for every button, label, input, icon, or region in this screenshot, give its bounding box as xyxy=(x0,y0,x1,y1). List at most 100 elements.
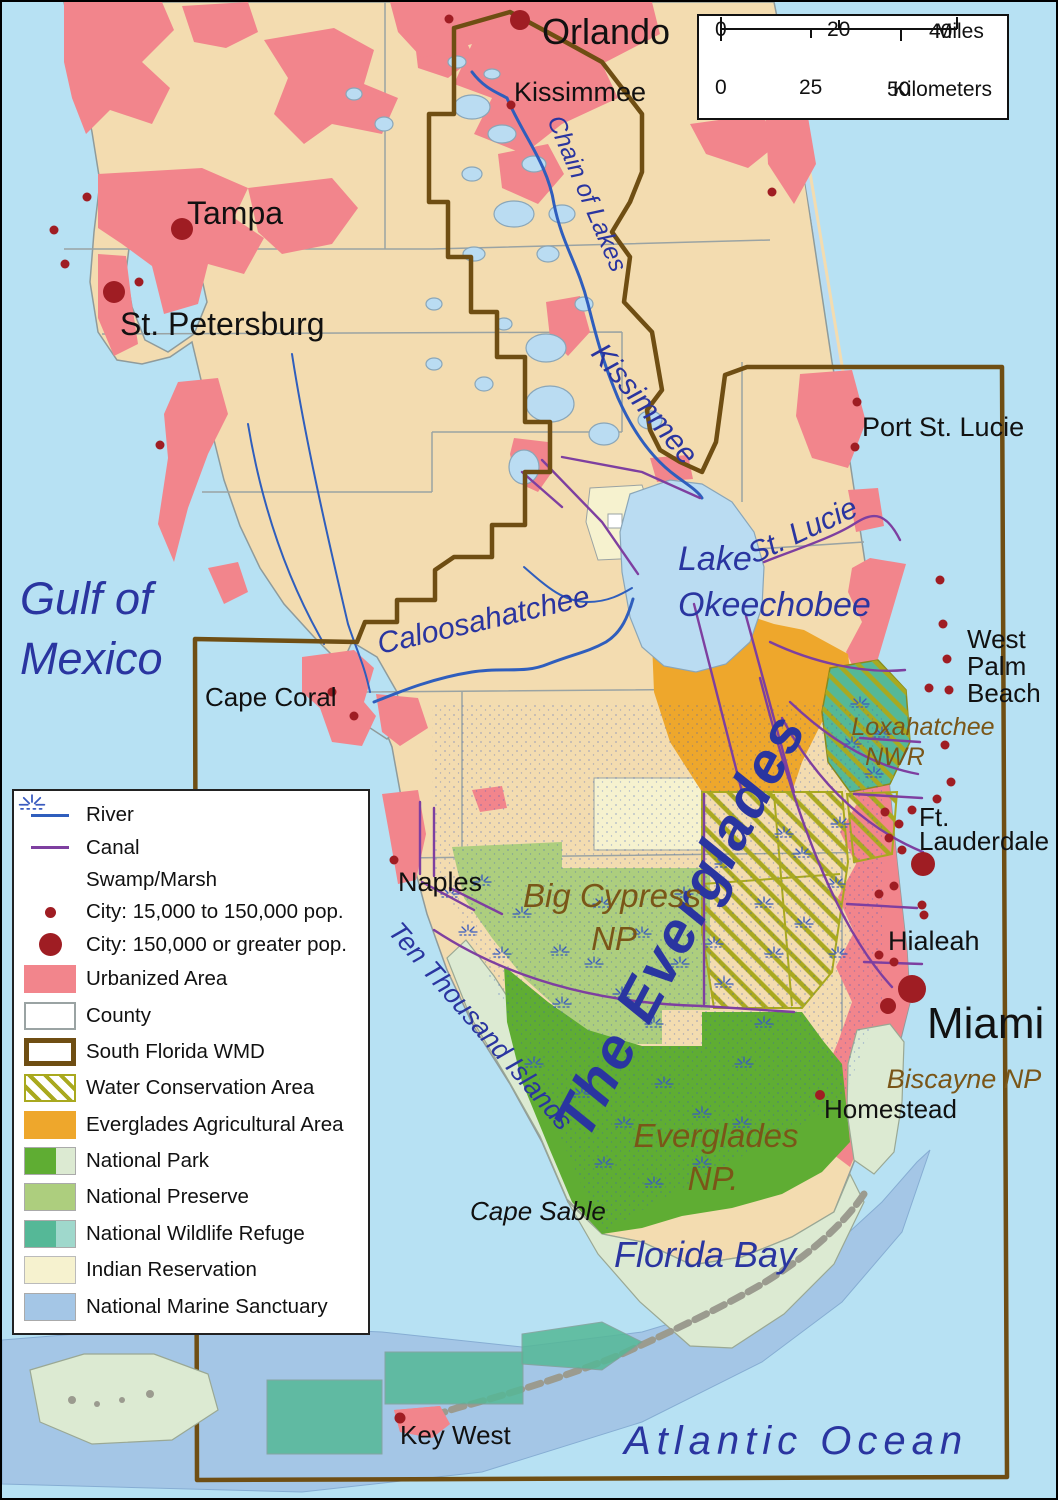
miami-canal xyxy=(758,676,894,989)
label-west-palm-beach-3: Beach xyxy=(967,678,1041,708)
legend-label: Swamp/Marsh xyxy=(86,867,218,891)
label-biscayne-np: Biscayne NP xyxy=(887,1064,1042,1094)
ft-lauderdale-dot xyxy=(911,852,935,876)
st-petersburg-dot xyxy=(103,281,125,303)
map-legend: River Canal Swamp/Marsh City: 15,000 to … xyxy=(12,789,370,1335)
legend-label: Water Conservation Area xyxy=(86,1076,315,1100)
wca-swatch xyxy=(24,1074,76,1103)
label-west-palm-beach-1: West xyxy=(967,624,1027,654)
great-white-heron-nwr xyxy=(384,1351,524,1405)
wetland-texture xyxy=(432,702,882,1232)
marine-sanctuary-swatch xyxy=(24,1292,76,1321)
myakka-river xyxy=(247,423,325,645)
canals xyxy=(418,455,925,1014)
label-tampa: Tampa xyxy=(187,195,283,231)
legend-item-urbanized: Urbanized Area xyxy=(14,965,368,994)
legend-item-wmd: South Florida WMD xyxy=(14,1037,368,1066)
legend-item-indian-reservation: Indian Reservation xyxy=(14,1256,368,1285)
legend-item-wca: Water Conservation Area xyxy=(14,1074,368,1103)
legend-item-river: River xyxy=(14,803,368,827)
label-loxahatchee-1: Loxahatchee xyxy=(851,713,994,741)
florida-keys xyxy=(29,1190,868,1455)
label-cape-coral: Cape Coral xyxy=(205,682,337,712)
scale-km-50: 50 Kilometers xyxy=(887,78,993,101)
river-line-swatch xyxy=(31,813,69,817)
large-city-dot xyxy=(38,933,62,957)
label-lake-okeechobee-1: Lake xyxy=(678,540,752,578)
legend-label: Canal xyxy=(86,835,140,859)
legend-item-national-park: National Park xyxy=(14,1147,368,1176)
lakes xyxy=(345,55,765,673)
label-key-west: Key West xyxy=(400,1420,512,1450)
label-miami: Miami xyxy=(927,999,1044,1048)
florida-bay xyxy=(567,1172,865,1349)
legend-label: Urbanized Area xyxy=(86,967,228,991)
nwr-swatch xyxy=(24,1219,76,1248)
legend-label: City: 15,000 to 150,000 pop. xyxy=(86,900,344,924)
legend-label: National Preserve xyxy=(86,1185,249,1209)
label-cape-sable: Cape Sable xyxy=(470,1196,606,1226)
label-orlando: Orlando xyxy=(542,11,670,52)
legend-item-marine-sanctuary: National Marine Sanctuary xyxy=(14,1292,368,1321)
county-swatch xyxy=(24,1001,76,1030)
label-st-petersburg: St. Petersburg xyxy=(120,306,325,342)
city-dots xyxy=(49,10,956,1424)
caloosahatchee-river xyxy=(372,597,635,704)
label-west-palm-beach-2: Palm xyxy=(967,651,1026,681)
label-port-st-lucie: Port St. Lucie xyxy=(862,412,1024,442)
wmd-swatch xyxy=(24,1037,76,1066)
legend-item-eaa: Everglades Agricultural Area xyxy=(14,1110,368,1139)
legend-label: National Park xyxy=(86,1149,210,1173)
label-naples: Naples xyxy=(398,867,482,897)
label-atlantic-ocean: Atlantic Ocean xyxy=(622,1419,968,1463)
small-city-dot xyxy=(44,906,56,918)
legend-label: River xyxy=(86,803,134,827)
scale-km-25: 25 xyxy=(799,76,823,99)
miami-dot xyxy=(898,975,926,1003)
legend-label: South Florida WMD xyxy=(86,1039,265,1063)
sfwmd-boundary xyxy=(192,9,1010,1483)
label-gulf-of-mexico-2: Mexico xyxy=(20,633,163,684)
legend-item-county: County xyxy=(14,1001,368,1030)
label-everglades-np-1: Everglades xyxy=(633,1117,798,1154)
legend-item-national-preserve: National Preserve xyxy=(14,1183,368,1212)
indian-reservation-swatch xyxy=(24,1256,76,1285)
legend-item-nwr: National Wildlife Refuge xyxy=(14,1219,368,1248)
tamiami-canal xyxy=(432,928,796,1014)
label-ft-lauderdale-2: Lauderdale xyxy=(919,826,1049,856)
legend-item-canal: Canal xyxy=(14,836,368,860)
label-gulf-of-mexico-1: Gulf of xyxy=(20,573,157,624)
label-loxahatchee-2: NWR xyxy=(865,743,925,771)
label-kissimmee: Kissimmee xyxy=(514,77,646,107)
label-florida-bay: Florida Bay xyxy=(614,1234,798,1275)
eaa-swatch xyxy=(24,1110,76,1139)
legend-label: National Marine Sanctuary xyxy=(86,1294,328,1318)
st-lucie-canal xyxy=(762,514,902,564)
legend-label: City: 150,000 or greater pop. xyxy=(86,932,347,956)
label-big-cypress-1: Big Cypress xyxy=(523,877,701,914)
legend-label: County xyxy=(86,1003,151,1027)
canal-line-swatch xyxy=(31,846,69,850)
legend-label: National Wildlife Refuge xyxy=(86,1221,305,1245)
scale-km-row: 0 25 50 Kilometers xyxy=(699,74,1007,102)
label-lake-okeechobee-2: Okeechobee xyxy=(678,586,871,624)
key-west-nwr xyxy=(266,1379,383,1455)
lake-okeechobee xyxy=(619,479,765,673)
legend-item-city-large: City: 150,000 or greater pop. xyxy=(14,933,368,957)
label-hialeah: Hialeah xyxy=(888,926,980,956)
label-ft-lauderdale-1: Ft. xyxy=(919,802,949,832)
hialeah-dot xyxy=(880,998,896,1014)
orlando-dot xyxy=(510,10,530,30)
urbanized-area-swatch xyxy=(24,965,76,994)
scale-km-0: 0 xyxy=(715,76,727,99)
scale-miles-40: 40 Miles xyxy=(929,20,984,43)
label-big-cypress-2: NP xyxy=(591,920,637,957)
label-homestead: Homestead xyxy=(824,1094,957,1124)
legend-label: Everglades Agricultural Area xyxy=(86,1112,344,1136)
label-everglades-np-2: NP. xyxy=(688,1160,739,1197)
legend-label: Indian Reservation xyxy=(86,1258,257,1282)
legend-item-swamp: Swamp/Marsh xyxy=(14,794,368,892)
national-park-swatch xyxy=(24,1147,76,1176)
national-preserve-swatch xyxy=(24,1183,76,1212)
